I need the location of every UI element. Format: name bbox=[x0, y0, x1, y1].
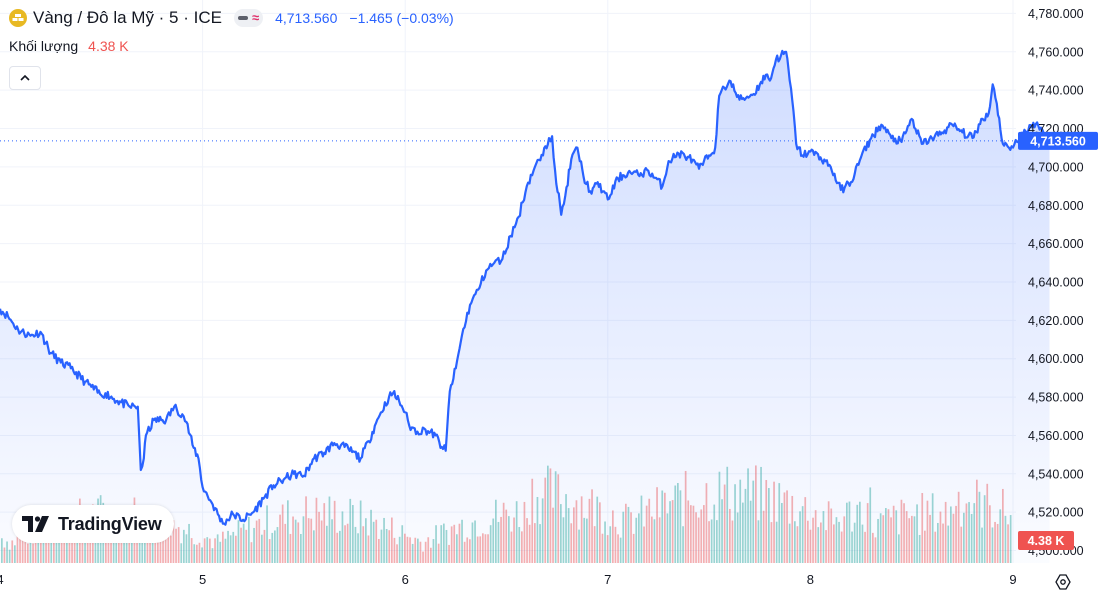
price-line bbox=[0, 49, 1051, 526]
x-tick-label: 7 bbox=[604, 572, 611, 587]
y-tick-label: 4,640.000 bbox=[1028, 275, 1084, 289]
approx-icon: ≈ bbox=[251, 10, 260, 25]
last-price: 4,713.560 bbox=[275, 10, 338, 26]
price-series bbox=[0, 49, 1051, 563]
price-area-fill bbox=[0, 50, 1050, 563]
y-tick-label: 4,620.000 bbox=[1028, 314, 1084, 328]
line-style-icon bbox=[237, 16, 248, 20]
tradingview-wordmark: TradingView bbox=[58, 513, 162, 534]
x-tick-label: 8 bbox=[807, 572, 814, 587]
last-price-badge-label: 4,713.560 bbox=[1030, 134, 1086, 148]
x-tick-label: 6 bbox=[402, 572, 409, 587]
chart-settings-button[interactable] bbox=[1052, 571, 1074, 593]
last-price-tag: 4,713.560 4.38 K bbox=[0, 131, 1098, 550]
y-tick-label: 4,740.000 bbox=[1028, 84, 1084, 98]
last-price-badge bbox=[1018, 131, 1098, 150]
y-tick-label: 4,580.000 bbox=[1028, 391, 1084, 405]
tradingview-logo[interactable]: TradingView bbox=[12, 505, 174, 543]
y-axis: 4,500.0004,520.0004,540.0004,560.0004,58… bbox=[1028, 7, 1084, 558]
settings-icon bbox=[1055, 574, 1071, 590]
collapse-legend-button[interactable] bbox=[9, 66, 41, 90]
x-tick-label: 4 bbox=[0, 572, 4, 587]
volume-label: Khối lượng bbox=[9, 38, 79, 54]
x-axis: 4 5 6 7 8 9 bbox=[0, 572, 1017, 587]
x-tick-label: 9 bbox=[1009, 572, 1016, 587]
gold-coin-icon bbox=[9, 9, 27, 27]
y-tick-label: 4,780.000 bbox=[1028, 7, 1084, 21]
y-tick-label: 4,560.000 bbox=[1028, 429, 1084, 443]
volume-value: 4.38 K bbox=[88, 38, 129, 54]
y-tick-label: 4,520.000 bbox=[1028, 506, 1084, 520]
volume-badge-label: 4.38 K bbox=[1028, 534, 1065, 548]
y-tick-label: 4,760.000 bbox=[1028, 45, 1084, 59]
symbol-title[interactable]: Vàng / Đô la Mỹ · 5 · ICE bbox=[33, 8, 222, 27]
tradingview-logo-icon bbox=[22, 516, 49, 532]
price-change: −1.465 (−0.03%) bbox=[349, 10, 454, 26]
y-tick-label: 4,700.000 bbox=[1028, 160, 1084, 174]
x-tick-label: 5 bbox=[199, 572, 206, 587]
y-tick-label: 4,600.000 bbox=[1028, 352, 1084, 366]
y-tick-label: 4,540.000 bbox=[1028, 467, 1084, 481]
y-tick-label: 4,680.000 bbox=[1028, 199, 1084, 213]
volume-legend: Khối lượng 4.38 K bbox=[9, 38, 129, 54]
legend-header: Vàng / Đô la Mỹ · 5 · ICE ≈ 4,713.560 −1… bbox=[9, 6, 454, 30]
volume-badge bbox=[1018, 531, 1074, 550]
line-style-toggle[interactable]: ≈ bbox=[233, 9, 264, 27]
y-tick-label: 4,660.000 bbox=[1028, 237, 1084, 251]
chevron-up-icon bbox=[20, 74, 30, 81]
